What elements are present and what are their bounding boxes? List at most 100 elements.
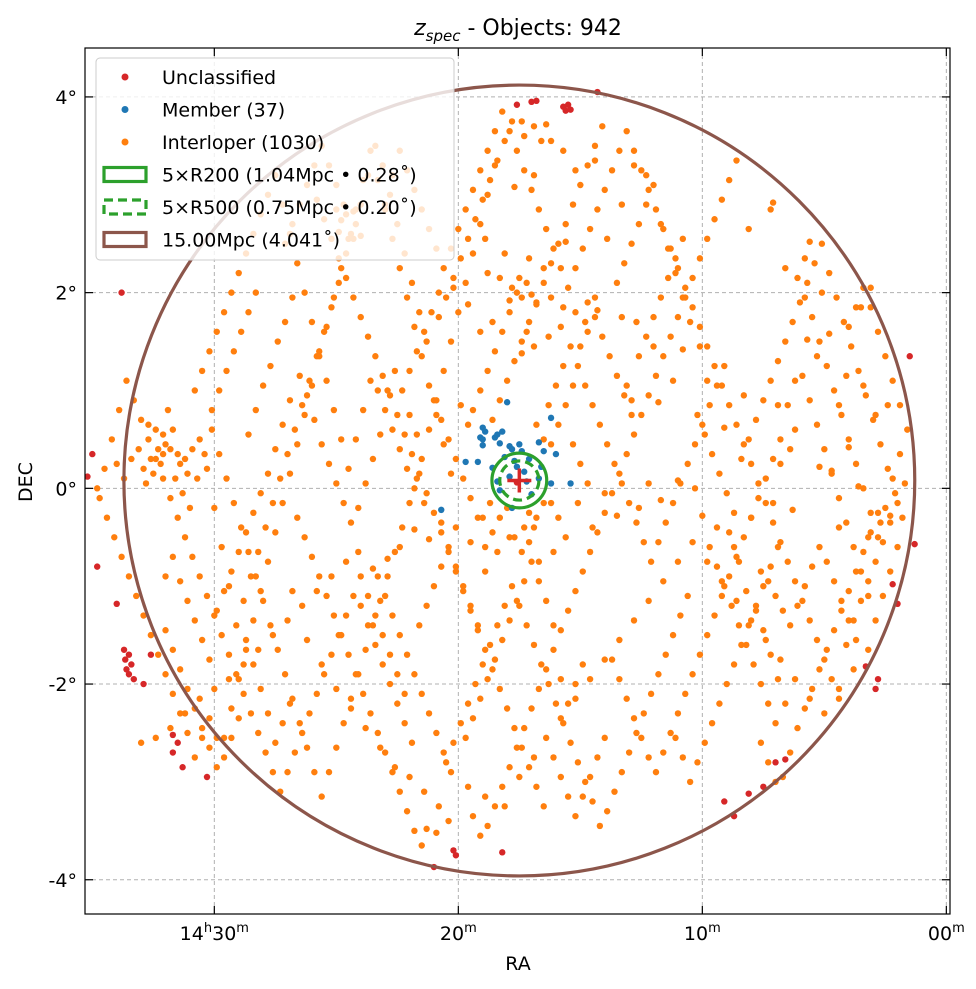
interloper-point	[394, 411, 401, 419]
interloper-point	[808, 563, 816, 570]
interloper-point	[155, 651, 162, 658]
interloper-point	[230, 499, 238, 507]
interloper-point	[506, 764, 513, 771]
interloper-point	[743, 641, 750, 649]
interloper-point	[835, 524, 843, 531]
interloper-point	[845, 617, 852, 624]
unclassified-point	[745, 790, 752, 797]
interloper-point	[201, 450, 208, 458]
interloper-point	[828, 470, 835, 477]
interloper-point	[550, 646, 557, 653]
interloper-point	[884, 401, 891, 409]
interloper-point	[452, 563, 460, 570]
interloper-point	[774, 675, 782, 683]
interloper-point	[438, 416, 445, 424]
interloper-point	[887, 519, 894, 526]
interloper-point	[345, 465, 352, 472]
interloper-point	[542, 734, 550, 742]
title-symbol: z	[413, 16, 426, 41]
interloper-point	[794, 602, 801, 609]
interloper-point	[257, 587, 264, 595]
x-axis-label: RA	[505, 953, 530, 975]
interloper-point	[496, 685, 504, 693]
interloper-point	[381, 592, 389, 600]
member-point	[547, 414, 555, 422]
interloper-point	[335, 279, 342, 287]
interloper-point	[530, 524, 538, 531]
interloper-point	[672, 269, 679, 277]
interloper-point	[545, 680, 552, 688]
interloper-point	[162, 573, 169, 580]
interloper-point	[625, 499, 633, 507]
unclassified-point	[113, 600, 120, 608]
interloper-point	[489, 318, 496, 326]
interloper-point	[145, 436, 152, 443]
interloper-point	[511, 183, 518, 191]
interloper-point	[291, 426, 299, 433]
interloper-point	[572, 587, 579, 595]
interloper-point	[469, 715, 477, 722]
interloper-point	[220, 754, 228, 761]
interloper-point	[479, 196, 486, 203]
interloper-point	[237, 328, 245, 335]
interloper-point	[159, 450, 167, 458]
unclassified-point	[128, 661, 135, 668]
interloper-point	[401, 719, 408, 727]
interloper-point	[850, 666, 857, 673]
interloper-point	[391, 548, 399, 556]
interloper-point	[350, 294, 357, 301]
interloper-point	[425, 536, 433, 543]
interloper-point	[850, 543, 857, 551]
interloper-point	[167, 445, 174, 453]
interloper-point	[323, 377, 330, 384]
interloper-point	[660, 353, 667, 360]
interloper-point	[894, 543, 901, 551]
interloper-point	[540, 436, 547, 443]
interloper-point	[242, 636, 250, 644]
interloper-point	[533, 299, 540, 306]
interloper-point	[657, 220, 665, 228]
interloper-point	[586, 675, 594, 683]
interloper-point	[830, 627, 838, 634]
interloper-point	[511, 724, 518, 732]
interloper-point	[506, 309, 513, 316]
interloper-point	[233, 622, 240, 629]
interloper-point	[865, 646, 872, 653]
interloper-point	[464, 301, 472, 308]
interloper-point	[245, 548, 252, 556]
interloper-point	[674, 558, 682, 565]
interloper-point	[594, 754, 601, 761]
interloper-point	[333, 480, 340, 487]
interloper-point	[562, 220, 569, 228]
interloper-legend-label: Interloper (1030)	[162, 132, 324, 154]
interloper-point	[359, 690, 367, 698]
interloper-point	[391, 764, 399, 771]
interloper-point	[445, 817, 452, 825]
interloper-point	[745, 225, 752, 233]
interloper-point	[411, 485, 418, 492]
interloper-point	[816, 666, 823, 673]
interloper-point	[589, 401, 596, 409]
y-tick-label: -4°	[49, 870, 77, 892]
interloper-point	[533, 421, 540, 428]
interloper-point	[250, 509, 257, 517]
interloper-point	[213, 764, 220, 771]
interloper-point	[347, 519, 355, 526]
interloper-point	[889, 475, 896, 482]
interloper-point	[401, 431, 408, 438]
interloper-point	[696, 255, 704, 262]
interloper-point	[882, 353, 889, 360]
interloper-point	[372, 612, 379, 619]
interloper-point	[669, 499, 677, 507]
interloper-point	[765, 759, 772, 766]
interloper-point	[235, 715, 242, 722]
interloper-point	[172, 475, 179, 482]
interloper-point	[669, 377, 677, 384]
interloper-point	[623, 695, 630, 702]
member-point	[513, 463, 521, 471]
interloper-point	[542, 666, 550, 673]
interloper-point	[603, 441, 611, 448]
interloper-point	[740, 392, 748, 399]
interloper-point	[233, 671, 240, 678]
interloper-point	[442, 759, 450, 766]
